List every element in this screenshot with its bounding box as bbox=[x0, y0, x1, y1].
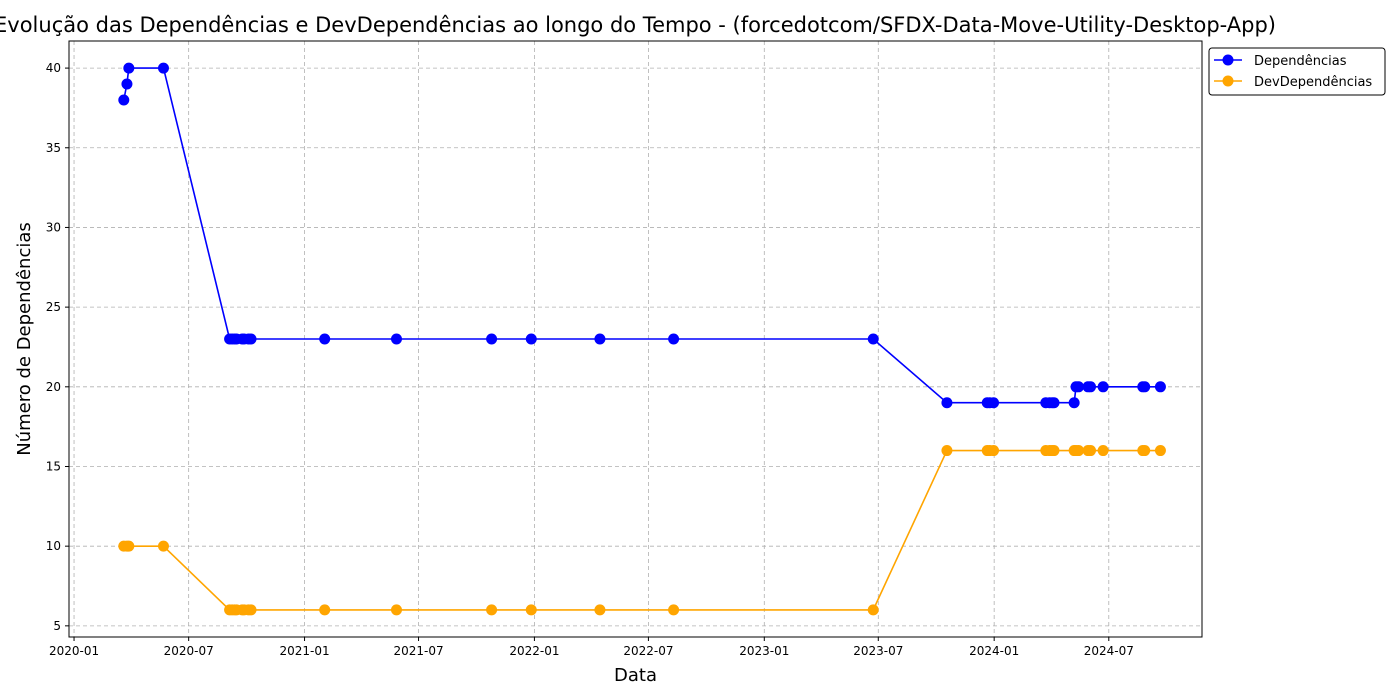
data-point bbox=[486, 604, 498, 616]
x-tick-label: 2020-07 bbox=[164, 644, 214, 658]
y-tick-label: 15 bbox=[46, 459, 61, 473]
x-tick-label: 2021-07 bbox=[393, 644, 443, 658]
data-point bbox=[1097, 381, 1109, 393]
y-tick-label: 10 bbox=[46, 539, 61, 553]
x-tick-label: 2024-07 bbox=[1084, 644, 1134, 658]
data-point bbox=[525, 604, 537, 616]
series-line-2 bbox=[123, 449, 1161, 611]
x-tick-label: 2024-01 bbox=[969, 644, 1019, 658]
data-point bbox=[1085, 445, 1097, 457]
y-tick-label: 20 bbox=[46, 380, 61, 394]
data-point bbox=[1097, 445, 1109, 457]
data-point bbox=[594, 333, 606, 345]
data-point bbox=[245, 604, 257, 616]
data-point bbox=[668, 333, 680, 345]
x-tick-label: 2023-01 bbox=[739, 644, 789, 658]
x-tick-label: 2021-01 bbox=[279, 644, 329, 658]
data-point bbox=[867, 604, 879, 616]
data-point bbox=[1048, 397, 1060, 409]
data-point bbox=[594, 604, 606, 616]
x-tick-label: 2020-01 bbox=[49, 644, 99, 658]
y-tick-label: 30 bbox=[46, 220, 61, 234]
data-point bbox=[941, 445, 953, 457]
y-tick-label: 35 bbox=[46, 141, 61, 155]
data-point bbox=[245, 333, 257, 345]
data-point bbox=[1085, 381, 1097, 393]
x-tick-label: 2023-07 bbox=[853, 644, 903, 658]
data-point bbox=[390, 604, 402, 616]
data-point bbox=[941, 397, 953, 409]
data-point bbox=[1073, 381, 1085, 393]
data-point bbox=[1139, 445, 1151, 457]
x-axis-label: Data bbox=[614, 665, 657, 686]
legend-label: DevDependências bbox=[1254, 75, 1372, 90]
legend-marker bbox=[1222, 75, 1234, 87]
data-point bbox=[157, 540, 169, 552]
data-point bbox=[123, 540, 135, 552]
data-point bbox=[1154, 381, 1166, 393]
data-point bbox=[1154, 445, 1166, 457]
data-point bbox=[988, 445, 1000, 457]
data-point bbox=[390, 333, 402, 345]
data-point bbox=[319, 604, 331, 616]
series-layer bbox=[118, 62, 1166, 616]
x-tick-label: 2022-07 bbox=[623, 644, 673, 658]
data-point bbox=[668, 604, 680, 616]
chart-title: Evolução das Dependências e DevDependênc… bbox=[0, 13, 1276, 37]
axis-ticks: 2020-01 2020-07 2021-01 2021-07 2022-01 2022-… bbox=[46, 61, 1134, 658]
legend: Dependências DevDependências bbox=[1208, 47, 1386, 96]
data-point bbox=[157, 62, 169, 74]
data-point bbox=[123, 62, 135, 74]
data-point bbox=[118, 94, 130, 106]
data-point bbox=[525, 333, 537, 345]
data-point bbox=[486, 333, 498, 345]
plot-frame bbox=[68, 40, 1203, 638]
legend-box bbox=[1208, 47, 1386, 96]
data-point bbox=[988, 397, 1000, 409]
legend-label: Dependências bbox=[1254, 54, 1347, 69]
legend-marker bbox=[1222, 54, 1234, 66]
x-tick-label: 2022-01 bbox=[509, 644, 559, 658]
data-point bbox=[1048, 445, 1060, 457]
data-point bbox=[1139, 381, 1151, 393]
data-point bbox=[121, 78, 133, 90]
y-tick-label: 25 bbox=[46, 300, 61, 314]
y-tick-label: 40 bbox=[46, 61, 61, 75]
y-axis-label: Número de Dependências bbox=[14, 222, 35, 456]
data-point bbox=[867, 333, 879, 345]
data-point bbox=[319, 333, 331, 345]
y-tick-label: 5 bbox=[53, 619, 61, 633]
data-point bbox=[1068, 397, 1080, 409]
data-point bbox=[1073, 445, 1085, 457]
series-line-1 bbox=[123, 67, 1161, 404]
